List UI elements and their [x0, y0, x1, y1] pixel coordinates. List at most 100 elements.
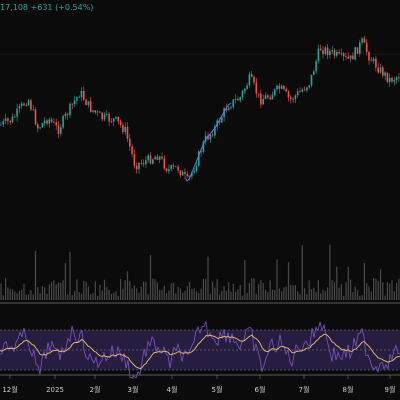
volume-bar — [315, 291, 317, 300]
candle-body — [398, 77, 400, 79]
volume-bar — [352, 292, 354, 300]
candle-body — [336, 51, 338, 56]
candle-body — [158, 156, 161, 160]
volume-bar — [34, 250, 37, 300]
candle-body — [283, 85, 285, 90]
candle-body — [202, 141, 205, 152]
volume-bar — [276, 259, 278, 300]
volume-bar — [117, 295, 119, 300]
volume-bar — [235, 291, 237, 300]
volume-bar — [90, 294, 92, 300]
candle-body — [11, 116, 14, 123]
candle-body — [154, 156, 156, 160]
volume-bar — [131, 288, 133, 300]
candle-body — [193, 170, 195, 173]
candle-body — [299, 91, 301, 93]
candle-body — [16, 108, 18, 117]
candle-body — [48, 119, 51, 124]
volume-bar — [7, 287, 9, 300]
volume-bar — [78, 292, 80, 300]
x-axis-label: 6월 — [255, 385, 266, 394]
candle-body — [18, 106, 21, 109]
volume-bar — [0, 283, 2, 300]
candle-body — [140, 162, 143, 164]
volume-bar — [44, 287, 46, 300]
volume-bar — [161, 289, 163, 300]
volume-bar — [214, 287, 216, 300]
candle-body — [37, 124, 39, 129]
volume-bar — [354, 286, 356, 300]
candle-body — [276, 85, 278, 90]
volume-bar — [290, 284, 292, 300]
volume-bar — [212, 281, 214, 300]
volume-bar — [329, 244, 331, 300]
candle-body — [14, 116, 16, 118]
volume-bar — [76, 279, 78, 300]
volume-bar — [356, 289, 359, 300]
x-axis-label: 7월 — [299, 385, 310, 394]
volume-bar — [223, 286, 225, 300]
candle-body — [317, 48, 320, 62]
x-axis-label: 2025 — [46, 386, 64, 394]
volume-bar — [48, 284, 50, 300]
candle-body — [200, 151, 202, 153]
x-axis-label: 8월 — [343, 385, 354, 394]
candle-body — [138, 162, 140, 170]
volume-bar — [60, 283, 62, 300]
x-axis-label: 3월 — [128, 385, 139, 394]
volume-bar — [143, 281, 145, 300]
candle-body — [4, 118, 7, 122]
candle-body — [43, 120, 46, 124]
candle-body — [20, 103, 23, 107]
volume-bar — [331, 279, 333, 300]
volume-bar — [80, 293, 83, 300]
candle-body — [391, 77, 393, 82]
volume-bar — [55, 284, 57, 300]
candle-body — [257, 93, 260, 95]
volume-bar — [120, 278, 122, 300]
candle-body — [122, 124, 124, 132]
candle-body — [195, 165, 198, 171]
volume-bar — [232, 283, 234, 300]
volume-bar — [2, 295, 4, 300]
volume-bar — [41, 286, 43, 300]
volume-bar — [145, 281, 147, 300]
candle-body — [292, 98, 294, 100]
candle-body — [62, 116, 64, 128]
x-axis-label: 4월 — [167, 385, 178, 394]
volume-bar — [202, 279, 204, 300]
volume-bar — [62, 280, 64, 300]
price-readout: 17,108 +631 (+0.54%) — [0, 3, 93, 12]
volume-bar — [271, 289, 273, 300]
candle-body — [76, 96, 78, 101]
volume-bar — [301, 245, 303, 300]
candle-body — [94, 110, 97, 113]
volume-bar — [87, 286, 89, 300]
volume-bar — [85, 281, 87, 300]
candle-body — [306, 87, 308, 91]
candle-body — [269, 97, 271, 100]
candle-body — [46, 120, 48, 124]
candle-body — [71, 103, 74, 105]
x-axis: 12월 2025 2월 3월 4월 5월 6월 7월 8월 9월 — [2, 375, 395, 394]
candle-body — [333, 50, 336, 56]
candle-body — [175, 166, 177, 168]
volume-bar — [71, 294, 73, 300]
candle-body — [103, 114, 106, 120]
candle-body — [227, 108, 230, 111]
volume-bar — [253, 278, 255, 300]
volume-bar — [317, 280, 319, 300]
candle-body — [135, 165, 138, 170]
volume-bar — [216, 278, 218, 300]
candle-body — [170, 165, 172, 169]
volume-bar — [396, 282, 398, 300]
candle-body — [232, 99, 235, 108]
candle-body — [345, 56, 347, 58]
volume-bar — [225, 290, 227, 300]
candle-body — [168, 168, 170, 172]
candle-body — [301, 89, 304, 92]
candle-body — [126, 126, 129, 139]
candle-body — [129, 138, 131, 147]
volume-bar — [74, 290, 76, 300]
